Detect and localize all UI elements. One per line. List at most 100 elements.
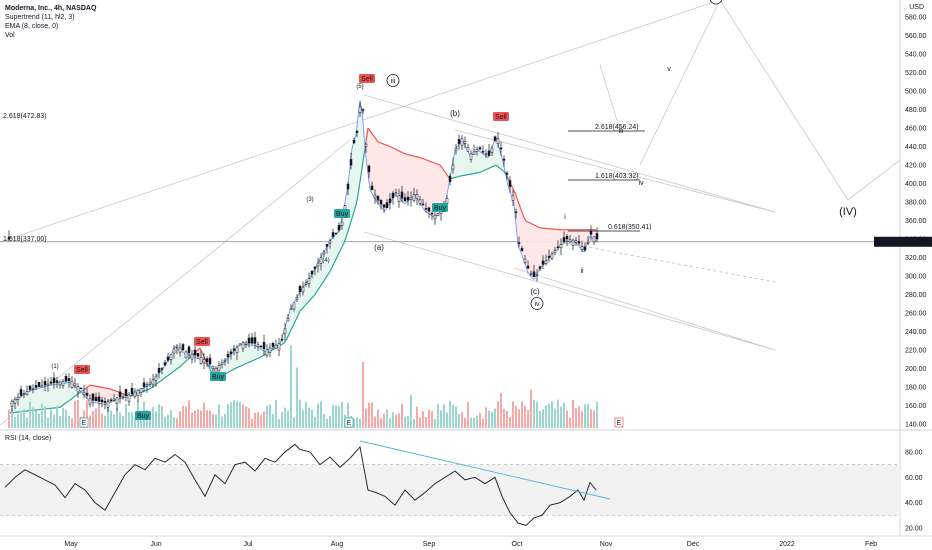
candle-body (145, 384, 149, 387)
volume-bar (512, 401, 514, 428)
volume-bar (164, 416, 166, 428)
volume-bar (452, 405, 454, 428)
supertrend-line (323, 277, 327, 281)
volume-bar (224, 413, 226, 428)
supertrend-line (391, 146, 395, 150)
x-tick-label: Jul (244, 541, 253, 548)
wave-label: iv (534, 301, 540, 308)
supertrend-line (307, 299, 311, 303)
candle-body (580, 246, 584, 250)
supertrend-line (121, 392, 125, 395)
volume-bar (497, 401, 499, 428)
y-tick-label: 220.00 (905, 348, 927, 355)
volume-bar (419, 417, 421, 428)
candle-body (205, 358, 209, 363)
volume-bar (53, 414, 55, 428)
supertrend-line (283, 340, 287, 344)
rsi-legend: RSI (14, close) (5, 435, 52, 442)
candle-body (208, 357, 212, 365)
candle-body (214, 368, 218, 373)
supertrend-line (249, 360, 253, 363)
supertrend-line (437, 163, 441, 166)
supertrend-line (229, 369, 233, 372)
candle-body (265, 349, 269, 356)
y-tick-label: 200.00 (905, 366, 927, 373)
wave-circle (709, 0, 723, 5)
x-tick-label: May (64, 541, 78, 548)
candle-body (271, 342, 275, 347)
wave-label: (1) (51, 364, 58, 370)
y-tick-label: 460.00 (905, 126, 927, 133)
volume-bar (176, 418, 178, 428)
supertrend-line (361, 154, 365, 169)
fib-label: 2.618(456.24) (595, 124, 639, 131)
y-tick-label: 480.00 (905, 107, 927, 114)
candle-body (166, 356, 170, 361)
supertrend-line (523, 217, 527, 222)
candle-body (361, 109, 365, 111)
volume-bar (554, 408, 556, 428)
candle-body (103, 401, 107, 403)
candle-body (52, 377, 56, 384)
candle-body (25, 391, 29, 395)
supertrend-line (425, 159, 429, 162)
volume-bar (50, 409, 52, 428)
candle-body (181, 344, 185, 351)
supertrend-line (385, 144, 389, 147)
supertrend-line (535, 225, 539, 228)
supertrend-line (61, 403, 65, 407)
supertrend-line (443, 170, 447, 174)
candle-body (454, 148, 458, 151)
candle-body (331, 232, 335, 238)
volume-bar (587, 403, 589, 428)
volume-bar (578, 406, 580, 428)
candle-body (37, 382, 41, 387)
volume-bar (524, 405, 526, 428)
volume-bar (11, 408, 13, 428)
volume-bar (65, 409, 67, 428)
volume-bar (170, 410, 172, 428)
volume-bar (359, 418, 361, 428)
volume-bar (326, 418, 328, 428)
volume-bar (386, 409, 388, 428)
candle-body (124, 389, 128, 396)
candle-body (574, 240, 578, 243)
volume-bar (209, 410, 211, 428)
volume-bar (560, 406, 562, 428)
supertrend-line (495, 164, 499, 168)
candle-body (523, 258, 527, 263)
volume-bar (230, 402, 232, 428)
volume-bar (221, 416, 223, 428)
candle-body (397, 195, 401, 202)
volume-bar (167, 414, 169, 428)
volume-bar (332, 405, 334, 428)
candle-body (88, 398, 92, 405)
volume-bar (101, 413, 103, 428)
buy-signal (432, 203, 448, 212)
supertrend-line (173, 369, 177, 372)
supertrend-line (355, 195, 359, 206)
candle-body (592, 236, 596, 243)
supertrend-line (163, 376, 167, 379)
candle-body (325, 244, 329, 247)
candle-body (130, 387, 134, 395)
candle-body (571, 239, 575, 246)
signal-label: Buy (336, 211, 349, 218)
volume-bar (575, 408, 577, 428)
candle-body (187, 346, 191, 354)
volume-bar (443, 404, 445, 428)
candle-body (289, 308, 293, 310)
volume-bar (119, 412, 121, 428)
candle-body (487, 150, 491, 156)
volume-bar (17, 414, 19, 428)
volume-bar (521, 401, 523, 428)
volume-bar (473, 417, 475, 428)
volume-bar (26, 417, 28, 428)
candle-body (502, 158, 506, 161)
candle-body (334, 232, 338, 235)
supertrend-line (525, 220, 529, 223)
volume-bar (269, 404, 271, 428)
signal-label: Sell (76, 367, 88, 374)
volume-bar (338, 406, 340, 428)
